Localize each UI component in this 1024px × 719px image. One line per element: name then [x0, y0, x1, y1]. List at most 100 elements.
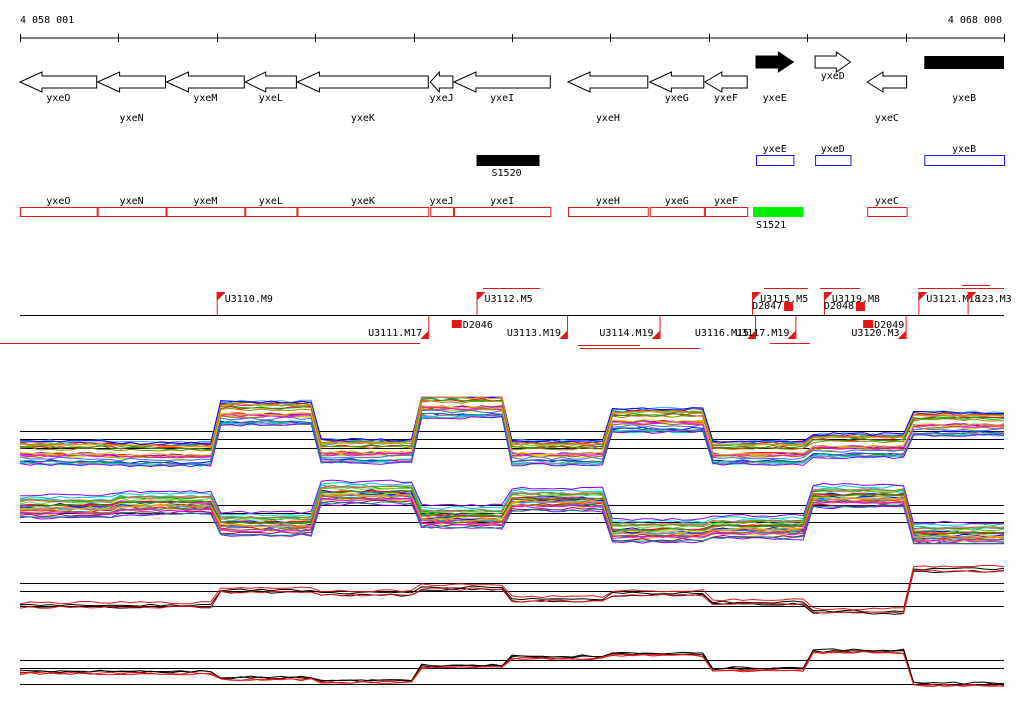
- feature-block-S1520[interactable]: [476, 155, 540, 166]
- feature-box-yxeM[interactable]: [166, 207, 246, 217]
- feature-box-yxeG[interactable]: [649, 207, 705, 217]
- expression-profile-line: [19, 406, 1005, 459]
- segment-label-123.M3: 123.M3: [976, 294, 1012, 305]
- panel-reverse-summary: [19, 648, 1005, 688]
- feature-box-yxeD[interactable]: [815, 155, 852, 166]
- segment-label-U3115.M5: U3115.M5: [760, 294, 808, 305]
- feature-box-yxeJ[interactable]: [430, 207, 454, 217]
- gene-arrow-yxeM[interactable]: [165, 71, 245, 93]
- feature-label-S1521: S1521: [756, 220, 786, 231]
- expression-profile-line: [19, 569, 1005, 615]
- feature-label-yxeE: yxeE: [763, 144, 787, 155]
- feature-box-yxeI[interactable]: [453, 207, 552, 217]
- gene-arrow-yxeN[interactable]: [96, 71, 166, 93]
- feature-box-yxeF[interactable]: [704, 207, 749, 217]
- panel-reverse-multi: [19, 479, 1005, 545]
- segment-label-D2046: D2046: [463, 320, 493, 331]
- segment-flag-D2047[interactable]: [784, 302, 794, 311]
- feature-box-yxeB[interactable]: [924, 155, 1005, 166]
- segment-flag-D2046[interactable]: [451, 320, 462, 328]
- gene-label-yxeK: yxeK: [351, 113, 375, 124]
- segment-label-U3110.M9: U3110.M9: [225, 294, 273, 305]
- feature-box-yxeN[interactable]: [97, 207, 167, 217]
- feature-label-yxeM: yxeM: [193, 196, 217, 207]
- ruler-start-label: 4 058 001: [20, 15, 74, 26]
- segmentation-track[interactable]: U3110.M9 U3112.M5 U3115.M5D2047U3119.M8D20…: [0, 285, 1012, 349]
- feature-box-yxeC[interactable]: [867, 207, 908, 217]
- gene-arrow-yxeK[interactable]: [296, 71, 429, 93]
- expression-profile-line: [19, 416, 1005, 468]
- gene-arrow-yxeJ[interactable]: [429, 70, 454, 94]
- segment-flag-U3111.M17[interactable]: [420, 331, 429, 339]
- expression-profile-line: [19, 497, 1005, 543]
- panel-forward-summary: [19, 565, 1005, 615]
- gene-arrow-yxeE[interactable]: [755, 51, 795, 73]
- expression-profile-line: [19, 412, 1005, 465]
- feature-label-yxeJ: yxeJ: [430, 196, 454, 207]
- segment-label-U3121.M18: U3121.M18: [926, 294, 980, 305]
- ruler-end-label: 4 068 000: [948, 15, 1002, 26]
- gene-arrow-yxeO[interactable]: [18, 71, 98, 93]
- gene-arrow-yxeL[interactable]: [244, 71, 297, 93]
- gene-label-yxeI: yxeI: [490, 93, 514, 104]
- feature-box-yxeH[interactable]: [568, 207, 649, 217]
- gene-arrow-yxeH[interactable]: [566, 71, 649, 93]
- gene-annotation-track[interactable]: yxeO yxeN yxeM yxeL yxeK yxeJ yxeI yxeH yxeG yxeF…: [18, 51, 1004, 124]
- segment-flag-U3119.M8[interactable]: [823, 292, 833, 301]
- segment-flag-U3117.M19[interactable]: [787, 331, 796, 339]
- expression-profile-line: [19, 409, 1005, 462]
- gene-label-yxeH: yxeH: [596, 113, 620, 124]
- feature-label-yxeO: yxeO: [46, 196, 70, 207]
- segment-flag-D2049[interactable]: [863, 320, 874, 328]
- segment-flag-U3114.M19[interactable]: [651, 331, 660, 339]
- feature-label-yxeC: yxeC: [875, 196, 899, 207]
- feature-box-yxeL[interactable]: [245, 207, 298, 217]
- segment-flag-U3115.M5[interactable]: [752, 292, 762, 301]
- gene-label-yxeO: yxeO: [46, 93, 70, 104]
- feature-label-yxeK: yxeK: [351, 196, 375, 207]
- forward-feature-track[interactable]: S1520 yxeE yxeD yxeB: [476, 144, 1005, 179]
- segment-label-D2047: D2047: [752, 301, 782, 312]
- feature-label-yxeD: yxeD: [821, 144, 845, 155]
- feature-box-yxeE[interactable]: [756, 155, 795, 166]
- gene-arrow-yxeB[interactable]: [924, 56, 1004, 69]
- segment-flag-U3121.M18[interactable]: [918, 292, 928, 301]
- gene-label-yxeF: yxeF: [714, 93, 738, 104]
- feature-block-S1521[interactable]: [753, 207, 804, 217]
- reverse-feature-track[interactable]: yxeO yxeN yxeM yxeL yxeK yxeJ yxeI yxeH yxeG yxeF…: [20, 196, 908, 231]
- expression-profile-line: [19, 485, 1005, 530]
- segment-flag-U3116.M15[interactable]: [747, 331, 756, 339]
- gene-arrow-yxeF[interactable]: [703, 71, 748, 93]
- segment-flag-U3113.M19[interactable]: [559, 331, 568, 339]
- segment-label-U3111.M17: U3111.M17: [368, 328, 422, 339]
- feature-box-yxeK[interactable]: [297, 207, 430, 217]
- gene-label-yxeD: yxeD: [821, 71, 845, 82]
- segment-flag-U3112.M5[interactable]: [476, 292, 486, 301]
- segment-flag-U3110.M9[interactable]: [216, 292, 226, 301]
- feature-label-yxeN: yxeN: [120, 196, 144, 207]
- gene-arrow-yxeC[interactable]: [866, 71, 908, 93]
- gene-arrow-yxeI[interactable]: [452, 71, 551, 93]
- expression-profile-line: [19, 396, 1005, 448]
- expression-profile-line: [19, 501, 1004, 545]
- segment-label-U3117.M19: U3117.M19: [735, 328, 789, 339]
- segment-label-U3119.M8: U3119.M8: [832, 294, 880, 305]
- segment-flag-123.M3[interactable]: [967, 292, 977, 301]
- segment-flag-D2048[interactable]: [855, 302, 865, 311]
- gene-label-yxeN: yxeN: [120, 113, 144, 124]
- feature-box-yxeO[interactable]: [20, 207, 98, 217]
- expression-profile-line: [19, 567, 1005, 613]
- segment-flag-U3120.M3[interactable]: [897, 331, 906, 339]
- expression-profile-line: [19, 493, 1005, 539]
- ruler-ticks: [20, 34, 1005, 42]
- gene-arrow-yxeD[interactable]: [814, 51, 852, 73]
- feature-label-yxeH: yxeH: [596, 196, 620, 207]
- segment-label-D2049: D2049: [874, 320, 904, 331]
- gene-label-yxeG: yxeG: [665, 93, 689, 104]
- expression-profile-line: [20, 650, 1005, 687]
- expression-profile-line: [19, 481, 1005, 527]
- expression-profile-line: [19, 569, 1005, 614]
- gene-arrow-yxeG[interactable]: [648, 71, 705, 93]
